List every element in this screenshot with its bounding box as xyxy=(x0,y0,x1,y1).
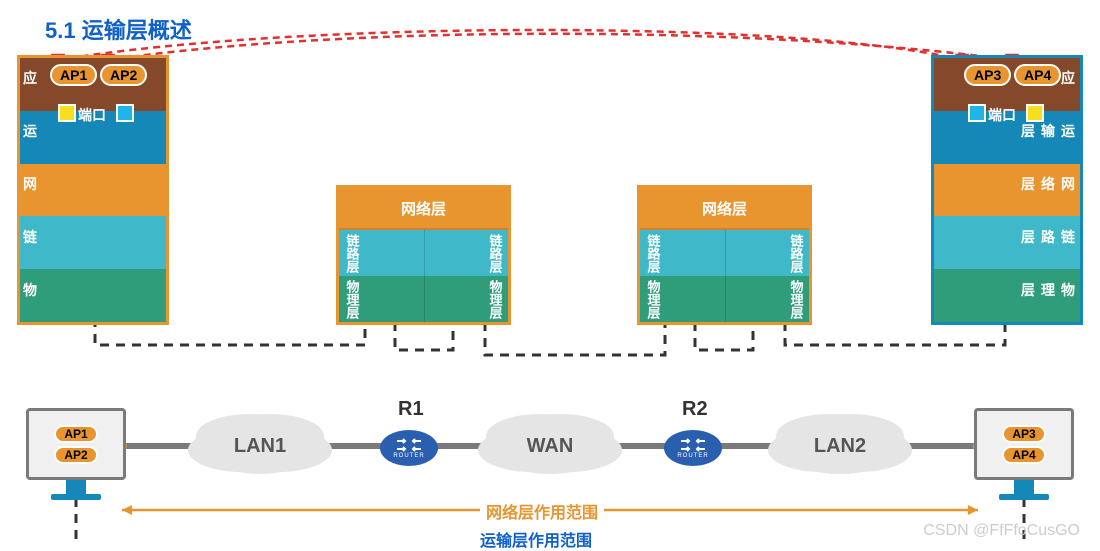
transport-scope-label: 运输层作用范围 xyxy=(480,527,592,551)
port-icon xyxy=(1026,104,1044,122)
router-layer-label: 物理层 xyxy=(786,280,806,319)
ap-badge: AP4 xyxy=(1002,446,1045,464)
router-layer-label: 物理层 xyxy=(342,280,362,319)
host-right-stack: 应用层运输层网络层链路层物理层 AP3AP4 端口 xyxy=(931,55,1083,325)
router-layer-label: 链路层 xyxy=(786,234,806,273)
layer-label: 物理层 xyxy=(22,282,40,308)
ap-badge: AP1 xyxy=(54,425,97,443)
ap-badge: AP3 xyxy=(964,64,1011,86)
router-label: R2 xyxy=(682,398,708,421)
ap-badge: AP4 xyxy=(1014,64,1061,86)
layer-label: 网络层 xyxy=(22,177,40,203)
diagram-title: 5.1 运输层概述 xyxy=(45,13,192,45)
layer-label: 链路层 xyxy=(1060,230,1078,256)
router2-stack: 网络层链路层 链路层物理层 物理层 xyxy=(637,185,812,325)
router-icon: ROUTER xyxy=(664,430,722,466)
router1-stack: 网络层链路层 链路层物理层 物理层 xyxy=(336,185,511,325)
port-icon xyxy=(968,104,986,122)
layer-label: 链路层 xyxy=(22,230,40,256)
ap-badge: AP1 xyxy=(50,64,97,86)
ap-badge: AP2 xyxy=(100,64,147,86)
router-net-layer: 网络层 xyxy=(640,188,809,230)
router-label: R1 xyxy=(398,398,424,421)
ap-badge: AP3 xyxy=(1002,425,1045,443)
router-layer-label: 链路层 xyxy=(643,234,663,273)
layer-label: 应用层 xyxy=(22,71,40,97)
layer-label: 运输层 xyxy=(1060,124,1078,150)
network-scope-label: 网络层作用范围 xyxy=(480,499,604,523)
port-icon xyxy=(116,104,134,122)
port-label: 端口 xyxy=(988,105,1016,125)
host-left-stack: 应用层运输层网络层链路层物理层 AP1AP2 端口 xyxy=(17,55,169,325)
router-layer-label: 链路层 xyxy=(342,234,362,273)
watermark: CSDN @FfFfoCusGO xyxy=(923,522,1080,540)
layer-label: 运输层 xyxy=(22,124,40,150)
host-monitor-icon: AP3AP4 xyxy=(974,408,1074,500)
network-cloud: LAN2 xyxy=(780,418,900,474)
network-cloud: LAN1 xyxy=(200,418,320,474)
layer-label: 应用层 xyxy=(1060,71,1078,97)
port-icon xyxy=(58,104,76,122)
host-monitor-icon: AP1AP2 xyxy=(26,408,126,500)
layer-label: 物理层 xyxy=(1060,282,1078,308)
router-net-layer: 网络层 xyxy=(339,188,508,230)
router-icon: ROUTER xyxy=(380,430,438,466)
router-layer-label: 链路层 xyxy=(485,234,505,273)
router-layer-label: 物理层 xyxy=(643,280,663,319)
port-label: 端口 xyxy=(78,105,106,125)
router-layer-label: 物理层 xyxy=(485,280,505,319)
layer-label: 网络层 xyxy=(1060,177,1078,203)
ap-badge: AP2 xyxy=(54,446,97,464)
network-cloud: WAN xyxy=(490,418,610,474)
